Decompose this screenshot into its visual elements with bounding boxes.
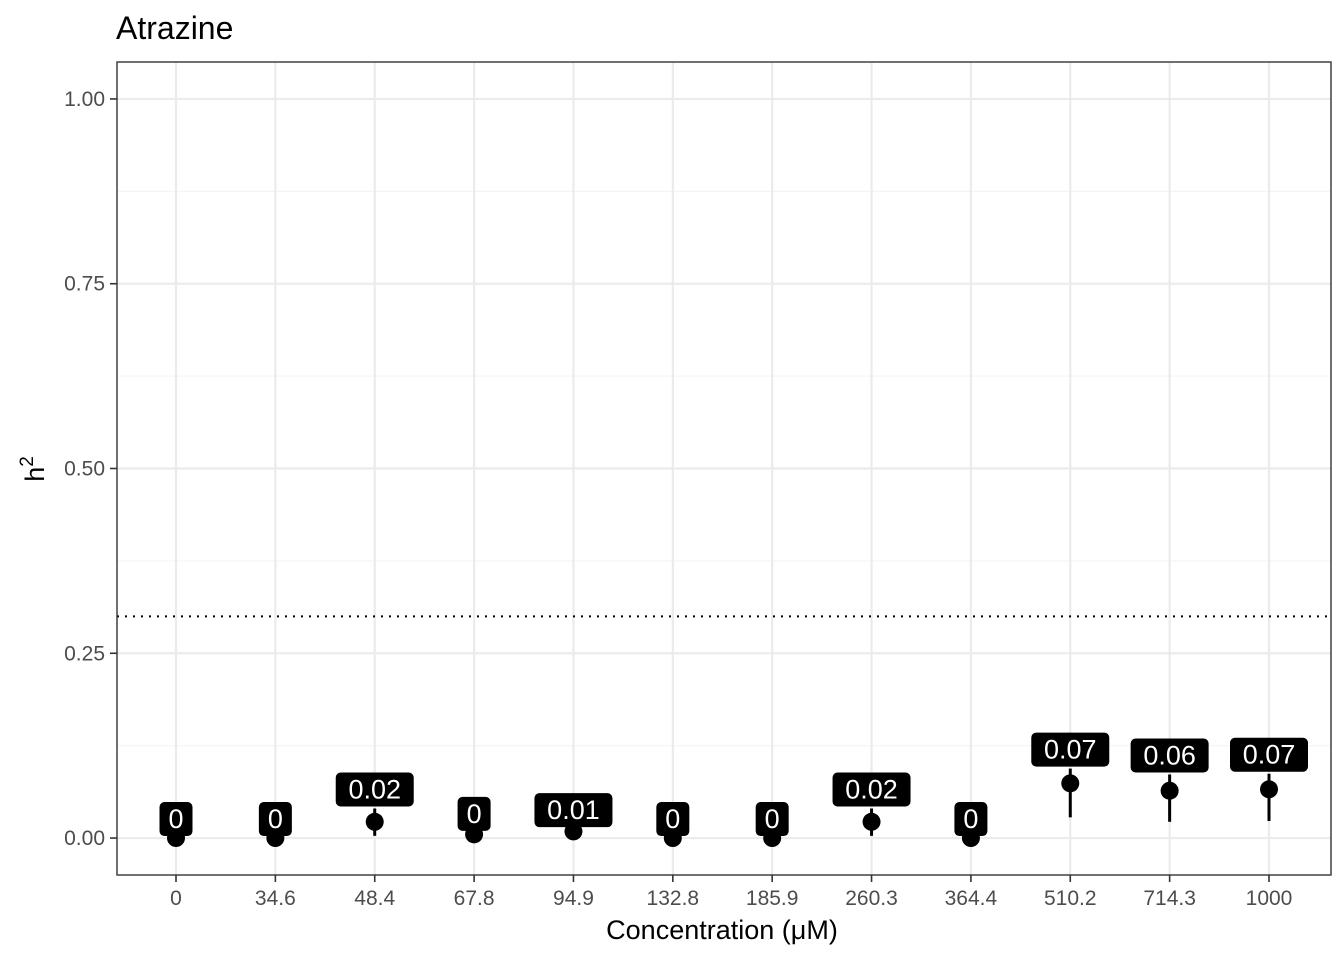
data-label-text: 0 [268, 804, 283, 834]
data-label-text: 0 [765, 804, 780, 834]
data-label-text: 0.07 [1243, 740, 1296, 770]
data-label: 0.07 [1230, 737, 1308, 772]
data-label-box [1130, 738, 1209, 773]
x-tick-label: 48.4 [354, 887, 395, 910]
data-point [1260, 780, 1278, 799]
x-tick-label: 1000 [1246, 887, 1293, 910]
x-tick-label: 94.9 [553, 887, 594, 910]
x-tick-label: 260.3 [845, 887, 898, 910]
y-tick-label: 0.25 [64, 642, 105, 665]
grid-lines [117, 62, 1331, 875]
data-label-text: 0 [168, 804, 183, 834]
y-tick-label: 0.75 [64, 273, 105, 296]
data-point [1061, 774, 1080, 793]
data-label: 0.02 [335, 772, 414, 807]
x-tick-label: 34.6 [255, 887, 296, 910]
data-label: 0 [457, 796, 491, 831]
chart-title: Atrazine [116, 10, 233, 46]
y-axis-title-main: h [20, 467, 50, 482]
data-label: 0.07 [1031, 732, 1110, 767]
x-tick-label: 364.4 [945, 887, 998, 910]
data-point [862, 812, 881, 831]
x-tick-label: 67.8 [454, 887, 495, 910]
data-label-box [656, 802, 690, 837]
data-label-box [258, 802, 292, 837]
data-label: 0.01 [534, 793, 613, 828]
data-label: 0 [656, 802, 690, 837]
data-label-box [335, 772, 414, 807]
x-tick-label: 0 [170, 887, 182, 910]
data-label: 0 [755, 802, 789, 837]
data-label-text: 0 [963, 804, 978, 834]
axes: 0.00 0.25 0.50 0.75 1.00 0 34.6 48.4 67.8 94.9 132… [64, 88, 1292, 910]
data-label: 0.02 [832, 772, 911, 807]
data-label-box [159, 802, 193, 837]
data-point [1160, 781, 1179, 800]
y-tick-label: 0.00 [64, 827, 105, 850]
data-label-box [1230, 737, 1308, 772]
x-tick-label: 185.9 [746, 887, 799, 910]
y-axis-title-superscript: 2 [17, 456, 38, 467]
data-labels: 0 0 0.02 0 0.01 0 0 0.02 0 0.07 0.06 0.07 [159, 732, 1308, 837]
x-axis-title: Concentration (μM) [606, 915, 838, 945]
data-marks [167, 768, 1278, 848]
data-label-box [1031, 732, 1110, 767]
data-label-text: 0 [665, 804, 680, 834]
y-axis-title-group: h2 [17, 456, 50, 482]
x-tick-label: 714.3 [1143, 887, 1196, 910]
data-label-text: 0.07 [1044, 735, 1097, 765]
y-axis-title: h2 [17, 456, 50, 482]
data-label: 0 [954, 802, 988, 837]
y-tick-label: 0.50 [64, 458, 105, 481]
data-label-text: 0.02 [348, 774, 401, 804]
data-label-box [457, 796, 491, 831]
data-label-text: 0.06 [1143, 740, 1196, 770]
data-label-box [832, 772, 911, 807]
data-point [365, 812, 384, 831]
data-label: 0 [159, 802, 193, 837]
y-tick-label: 1.00 [64, 88, 105, 111]
x-tick-label: 510.2 [1044, 887, 1097, 910]
data-label-text: 0 [467, 799, 482, 829]
data-label-box [954, 802, 988, 837]
data-label: 0.06 [1130, 738, 1209, 773]
data-label: 0 [258, 802, 292, 837]
x-tick-label: 132.8 [647, 887, 700, 910]
data-label-text: 0.02 [845, 774, 898, 804]
data-label-box [534, 793, 613, 828]
data-label-box [755, 802, 789, 837]
data-label-text: 0.01 [547, 795, 600, 825]
